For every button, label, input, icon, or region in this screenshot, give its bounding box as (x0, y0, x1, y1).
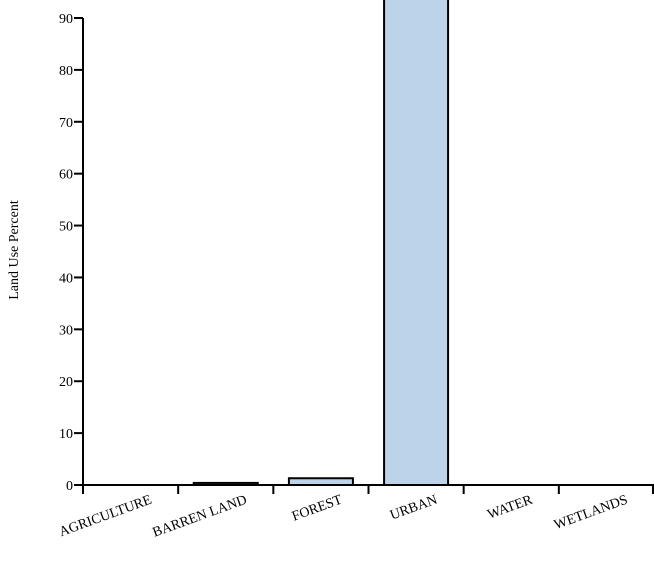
x-tick-label: URBAN (388, 493, 439, 524)
x-tick-label: WATER (486, 492, 536, 522)
y-tick-label: 60 (59, 168, 73, 183)
y-tick-label: 80 (59, 64, 73, 79)
y-tick-label: 50 (59, 220, 73, 235)
bars (192, 0, 450, 486)
bar (383, 0, 450, 486)
y-tick-label: 30 (59, 323, 73, 338)
y-tick-label: 20 (59, 375, 73, 390)
x-tick-label: WETLANDS (552, 493, 629, 533)
y-tick-label: 10 (59, 427, 73, 442)
x-tick-label: BARREN LAND (151, 493, 249, 541)
y-tick-label: 90 (59, 12, 73, 27)
y-tick-label: 0 (66, 479, 73, 494)
y-tick-label: 40 (59, 271, 73, 286)
y-axis-label: Land Use Percent (7, 200, 22, 300)
x-tick-label: FOREST (290, 493, 345, 525)
x-tick-label: AGRICULTURE (57, 493, 154, 540)
y-tick-label: 70 (59, 116, 73, 131)
bar (287, 477, 354, 486)
